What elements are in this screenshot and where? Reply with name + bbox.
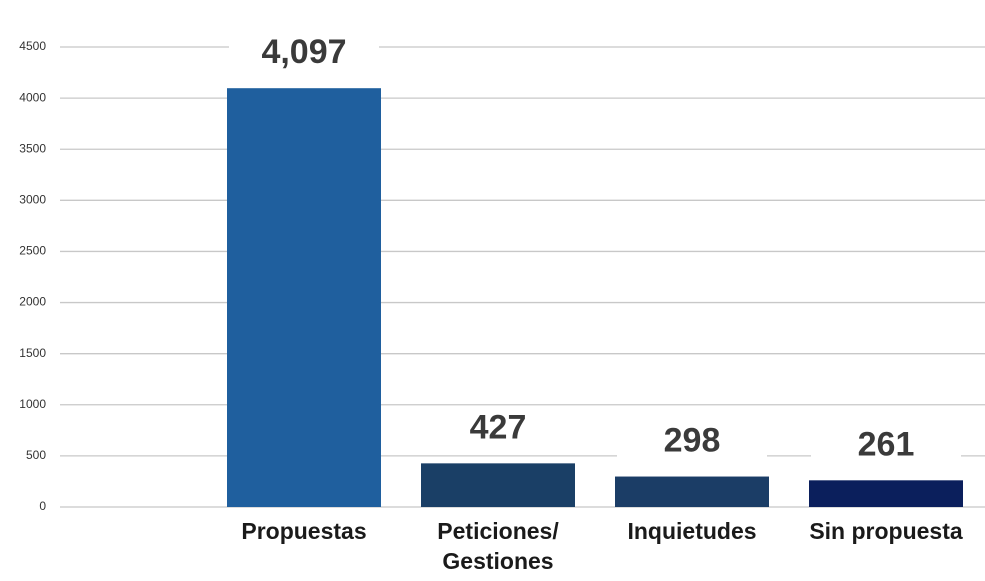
bar <box>615 476 769 507</box>
y-tick-label: 1500 <box>19 346 46 360</box>
value-label-bg <box>811 424 961 469</box>
y-tick-label: 4000 <box>19 90 46 104</box>
x-tick-label: Propuestas <box>241 518 367 544</box>
value-label-bg <box>229 32 379 77</box>
y-tick-label: 3000 <box>19 193 46 207</box>
y-tick-label: 500 <box>26 448 46 462</box>
y-tick-label: 2500 <box>19 244 46 258</box>
x-tick-label: Inquietudes <box>627 518 757 544</box>
value-label-bg <box>423 407 573 452</box>
x-tick-label: Sin propuesta <box>809 518 963 544</box>
y-tick-label: 3500 <box>19 141 46 155</box>
value-label: 427 <box>470 408 527 446</box>
value-label: 261 <box>858 425 915 463</box>
y-tick-label: 4500 <box>19 39 46 53</box>
y-tick-label: 2000 <box>19 295 46 309</box>
bar <box>227 88 381 507</box>
x-tick-label: Peticiones/ Gestiones <box>437 518 559 574</box>
value-label: 298 <box>664 422 721 460</box>
y-tick-label: 1000 <box>19 397 46 411</box>
y-tick-label: 0 <box>39 499 46 513</box>
value-label-bg <box>617 420 767 465</box>
bar <box>421 463 575 507</box>
bar <box>809 480 963 507</box>
value-label: 4,097 <box>261 33 346 71</box>
